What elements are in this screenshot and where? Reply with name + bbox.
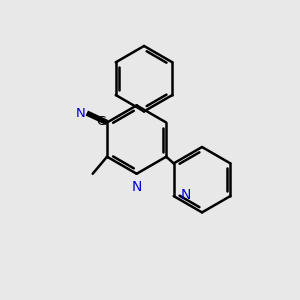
Text: N: N xyxy=(131,180,142,194)
Text: C: C xyxy=(96,116,106,128)
Text: N: N xyxy=(75,106,85,120)
Text: N: N xyxy=(180,188,190,202)
